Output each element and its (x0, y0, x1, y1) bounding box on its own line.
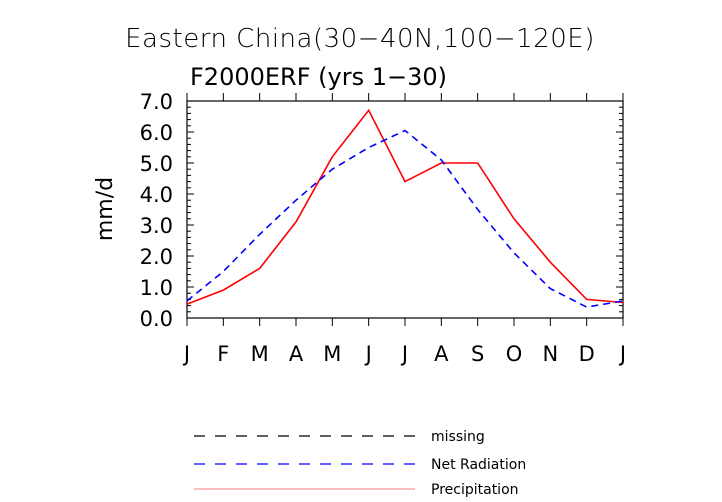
x-tick-label: A (289, 342, 304, 366)
x-tick-label: F (217, 342, 229, 366)
x-tick-label: O (506, 342, 523, 366)
x-tick-label: D (579, 342, 595, 366)
series-line-precipitation (187, 110, 623, 304)
y-tick-label: 7.0 (140, 90, 173, 114)
series-line-net-radiation (187, 131, 623, 308)
plot-frame (187, 101, 623, 318)
x-tick-label: J (182, 342, 190, 366)
y-tick-label: 2.0 (140, 245, 173, 269)
chart-title: Eastern China(30−40N,100−120E) (125, 24, 595, 54)
x-tick-label: M (251, 342, 269, 366)
x-tick-label: S (471, 342, 484, 366)
x-tick-label: N (542, 342, 558, 366)
legend-label: Precipitation (431, 482, 519, 497)
x-tick-label: J (400, 342, 408, 366)
x-tick-label: A (434, 342, 449, 366)
y-tick-label: 4.0 (140, 183, 173, 207)
x-tick-label: J (618, 342, 626, 366)
y-axis-label: mm/d (93, 177, 118, 241)
y-tick-label: 5.0 (140, 152, 173, 176)
legend-label: Net Radiation (431, 457, 526, 473)
x-tick-label: J (364, 342, 372, 366)
y-tick-label: 0.0 (140, 307, 173, 331)
legend-label: missing (431, 429, 485, 445)
y-tick-label: 1.0 (140, 276, 173, 300)
x-tick-label: M (323, 342, 341, 366)
chart-subtitle: F2000ERF (yrs 1−30) (190, 63, 447, 91)
y-tick-label: 3.0 (140, 214, 173, 238)
y-tick-label: 6.0 (140, 121, 173, 145)
